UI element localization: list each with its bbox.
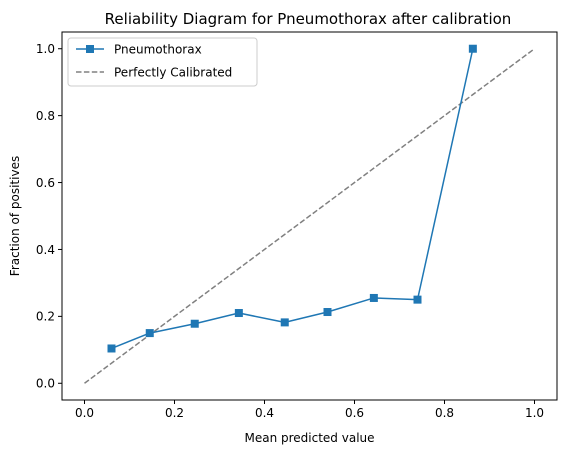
x-tick-label: 0.4 bbox=[255, 406, 274, 420]
y-tick-label: 0.2 bbox=[36, 310, 55, 324]
y-tick-label: 0.0 bbox=[36, 377, 55, 391]
legend: Pneumothorax Perfectly Calibrated bbox=[68, 38, 257, 86]
x-tick-label: 0.0 bbox=[75, 406, 94, 420]
legend-label-pneumothorax: Pneumothorax bbox=[114, 43, 202, 57]
y-tick-label: 0.8 bbox=[36, 109, 55, 123]
data-point-pneumothorax bbox=[370, 294, 378, 302]
y-tick-label: 1.0 bbox=[36, 42, 55, 56]
legend-marker-pneumothorax bbox=[86, 45, 94, 53]
data-point-pneumothorax bbox=[235, 309, 243, 317]
y-tick-label: 0.6 bbox=[36, 176, 55, 190]
data-point-pneumothorax bbox=[191, 320, 199, 328]
data-point-pneumothorax bbox=[324, 308, 332, 316]
x-tick-label: 0.8 bbox=[435, 406, 454, 420]
x-tick-label: 0.6 bbox=[345, 406, 364, 420]
data-point-pneumothorax bbox=[108, 344, 116, 352]
y-axis-label: Fraction of positives bbox=[8, 156, 22, 276]
data-point-pneumothorax bbox=[469, 45, 477, 53]
y-tick-label: 0.4 bbox=[36, 243, 55, 257]
data-point-pneumothorax bbox=[281, 318, 289, 326]
x-axis-label: Mean predicted value bbox=[244, 431, 374, 445]
x-tick-label: 1.0 bbox=[525, 406, 544, 420]
data-point-pneumothorax bbox=[146, 329, 154, 337]
x-tick-label: 0.2 bbox=[165, 406, 184, 420]
legend-label-perfectly-calibrated: Perfectly Calibrated bbox=[114, 66, 232, 80]
chart-title: Reliability Diagram for Pneumothorax aft… bbox=[105, 10, 512, 28]
data-point-pneumothorax bbox=[414, 296, 422, 304]
